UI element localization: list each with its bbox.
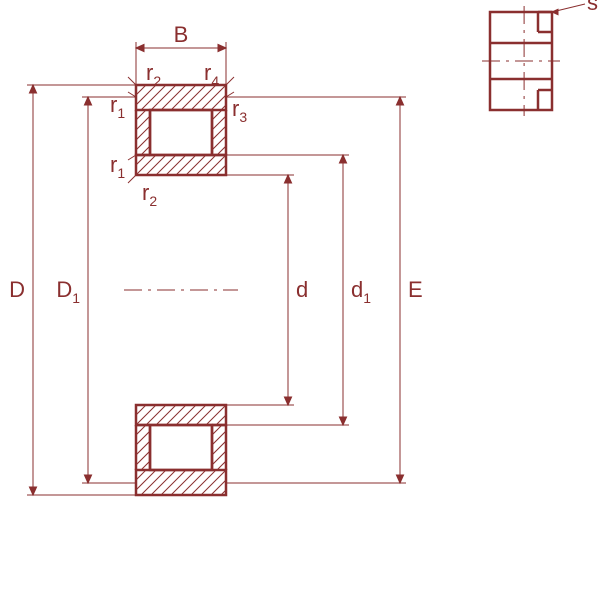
svg-text:r2: r2	[146, 60, 161, 89]
svg-text:r2: r2	[142, 180, 157, 209]
svg-text:d1: d1	[351, 277, 371, 306]
svg-text:D1: D1	[56, 277, 80, 306]
svg-text:r3: r3	[232, 96, 247, 125]
svg-text:d: d	[296, 277, 308, 302]
svg-text:r1: r1	[110, 152, 125, 181]
svg-text:E: E	[408, 277, 423, 302]
svg-text:B: B	[174, 22, 189, 47]
svg-text:r4: r4	[204, 60, 219, 89]
svg-text:r1: r1	[110, 92, 125, 121]
svg-text:s: s	[587, 0, 598, 15]
svg-text:D: D	[9, 277, 25, 302]
